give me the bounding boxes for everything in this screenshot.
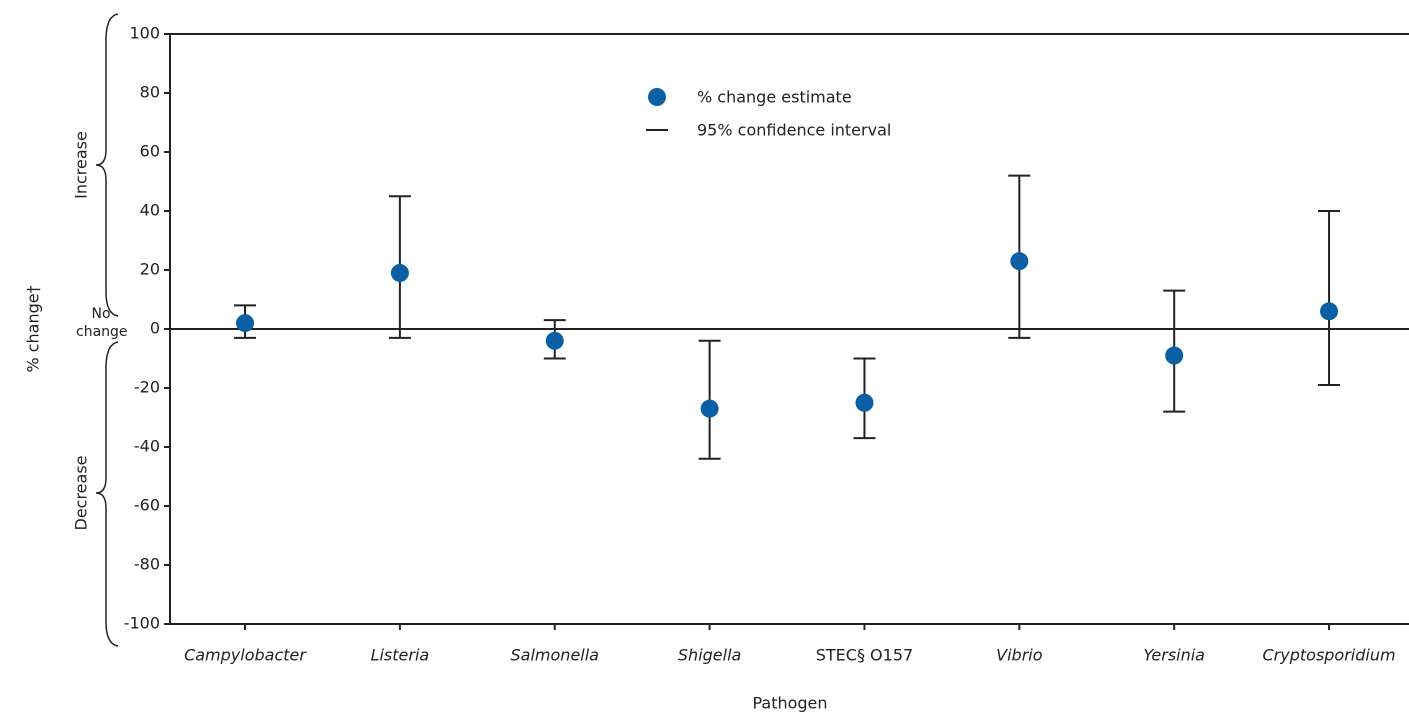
x-tick-label: Salmonella <box>511 646 599 665</box>
x-tick-label: Campylobacter <box>184 646 307 665</box>
estimate-point <box>700 399 719 418</box>
brace-increase <box>95 13 119 317</box>
y-tick-label: 0 <box>150 319 160 338</box>
no-change-label: No change <box>76 306 128 340</box>
x-tick-label: Listeria <box>371 646 430 665</box>
estimate-point <box>545 331 564 350</box>
y-tick-label: -100 <box>124 614 160 633</box>
x-tick-label: Vibrio <box>996 646 1043 665</box>
estimate-point <box>855 393 874 412</box>
y-tick-label: -20 <box>134 378 160 397</box>
estimate-point <box>1165 346 1184 365</box>
y-tick-label: 100 <box>129 24 160 43</box>
estimate-point <box>236 314 255 333</box>
x-tick-label: Yersinia <box>1143 646 1205 665</box>
y-tick-label: 40 <box>140 201 160 220</box>
x-tick-label: STEC§ O157 <box>816 646 913 665</box>
y-tick-label: 20 <box>140 260 160 279</box>
x-tick-label: Cryptosporidium <box>1263 646 1396 665</box>
y-tick-label: -80 <box>134 555 160 574</box>
x-tick-label: Shigella <box>678 646 741 665</box>
y-tick-label: 80 <box>140 83 160 102</box>
increase-label: Increase <box>72 131 91 199</box>
legend-label: % change estimate <box>697 88 852 107</box>
decrease-label: Decrease <box>72 455 91 530</box>
legend-label: 95% confidence interval <box>697 121 891 140</box>
x-axis-label: Pathogen <box>752 694 827 713</box>
y-axis-label: % change† <box>24 285 43 372</box>
y-tick-label: -40 <box>134 437 160 456</box>
y-tick-label: 60 <box>140 142 160 161</box>
estimate-point <box>390 263 409 282</box>
estimate-point <box>1320 302 1339 321</box>
brace-decrease <box>95 341 119 647</box>
legend-marker <box>648 88 666 106</box>
y-tick-label: -60 <box>134 496 160 515</box>
estimate-point <box>1010 252 1029 271</box>
